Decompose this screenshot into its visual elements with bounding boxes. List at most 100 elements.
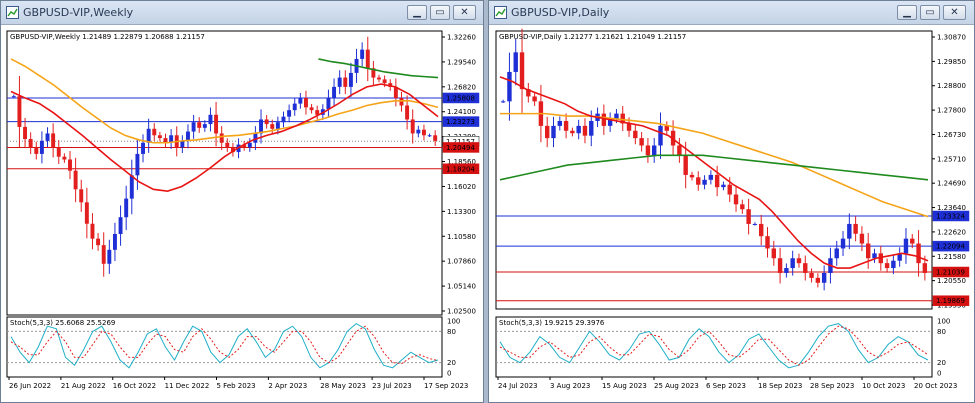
candle-body [714,174,720,188]
close-button[interactable]: ✕ [453,5,476,20]
weekly-chart-window[interactable]: GBPUSD-VIP,Weekly ▁ ▭ ✕ 1.32260 1.29540 1.… [0,0,484,403]
candle-body [639,138,644,146]
candle-body [677,145,682,156]
candle-body [219,133,224,143]
date-label: 17 Sep 2023 [424,382,468,390]
candle-body [652,145,657,156]
weekly-chart-area[interactable]: 1.322601.295401.268201.241001.213801.185… [1,25,483,402]
candle-body [607,118,613,126]
date-label: 24 Jul 2023 [498,382,538,390]
candle-body [765,236,770,249]
price-tick-label: 1.21580 [937,253,966,261]
date-label: 23 Jul 2023 [372,382,412,390]
candle-body [11,96,16,98]
stoch-panel [495,316,933,378]
candle-body [815,277,821,283]
candle-body [777,258,783,273]
candle-body [689,174,695,178]
minimize-button[interactable]: ▁ [407,5,427,20]
candle-body [727,184,732,195]
candle-body [230,147,235,153]
date-label: 15 Aug 2023 [602,382,647,390]
date-label: 2 Apr 2023 [268,382,307,390]
candle-body [343,77,348,87]
window-title: GBPUSD-VIP,Daily [511,6,610,19]
candle-body [853,223,858,234]
daily-chart-window[interactable]: GBPUSD-VIP,Daily ▁ ▭ ✕ 1.30870 1.29850 1.2… [488,0,975,403]
candle-body [309,107,314,111]
price-tick-label: 1.26730 [937,131,966,139]
price-level-label: 1.20494 [446,144,475,152]
price-level-tag [932,295,970,306]
candle-body [746,209,751,224]
price-level-label: 1.21039 [936,269,965,277]
price-level-label: 1.18204 [446,165,475,173]
stoch-tick-label: 100 [447,318,460,326]
price-panel [6,30,443,316]
candle-body [186,131,190,141]
daily-title-bar[interactable]: GBPUSD-VIP,Daily ▁ ▭ ✕ [489,1,974,25]
stoch-header: Stoch(5,3,3) 25.6068 25.5269 [10,319,115,327]
candle-body [247,142,252,148]
candle-body [658,125,663,146]
price-level-label: 1.22094 [936,243,965,251]
daily-chart-area[interactable]: 1.30870 1.29850 1.28800 1.27800 1.26730 1.257… [489,25,974,402]
candle-body [626,123,632,131]
candle-body [146,128,151,143]
stoch-tick-label: 0 [937,370,941,378]
date-label: 26 Jun 2022 [9,382,51,390]
moving-average-red [10,83,439,192]
price-tick-label: 1.26820 [447,83,476,91]
price-tick-label: 1.10580 [447,233,476,241]
candle-body [633,130,638,139]
candle-body [903,238,909,254]
candle-body [112,233,117,250]
date-label: 16 Oct 2022 [113,382,156,390]
candle-body [519,52,525,90]
weekly-title-bar[interactable]: GBPUSD-VIP,Weekly ▁ ▭ ✕ [1,1,483,25]
date-label: 3 Aug 2023 [550,382,590,390]
candle-body [576,125,581,134]
minimize-button[interactable]: ▁ [897,5,917,20]
candle-body [298,98,303,104]
candle-body [759,223,764,237]
candle-body [281,116,286,123]
chart-icon [6,6,19,19]
candle-body [51,133,56,148]
candle-body [545,125,550,139]
maximize-button[interactable]: ▭ [430,5,450,20]
moving-average-orange [10,58,439,144]
candle-body [410,119,415,134]
chart-header: GBPUSD-VIP,Daily 1.21277 1.21621 1.21049… [499,33,686,41]
price-tick-label: 1.20550 [937,277,966,285]
candle-body [752,223,758,225]
price-level-label: 1.19869 [936,297,965,305]
candle-body [141,142,145,154]
candle-body [500,101,506,103]
price-tick-label: 1.24690 [937,180,966,188]
maximize-button[interactable]: ▭ [920,5,940,20]
price-level-tag [932,266,970,278]
candle-body [152,128,157,136]
price-tick-label: 1.13300 [447,208,476,216]
candle-body [208,114,213,125]
candle-body [427,135,432,137]
candle-body [264,119,269,125]
stoch-tick-label: 20 [447,359,456,367]
price-tick-label: 1.23640 [937,204,966,212]
stoch-tick-label: 20 [937,359,946,367]
stoch-tick-label: 0 [447,370,451,378]
candle-body [563,120,569,131]
date-label: 5 Feb 2023 [217,382,256,390]
candle-body [683,155,688,175]
moving-average-green [499,154,929,181]
candle-body [878,253,883,264]
close-button[interactable]: ✕ [943,5,966,20]
candle-body [421,129,426,136]
price-level-tag [442,92,480,104]
candle-body [202,124,207,128]
candle-body [582,125,588,136]
candle-body [242,144,247,148]
candle-body [34,147,39,154]
candle-body [866,243,871,259]
